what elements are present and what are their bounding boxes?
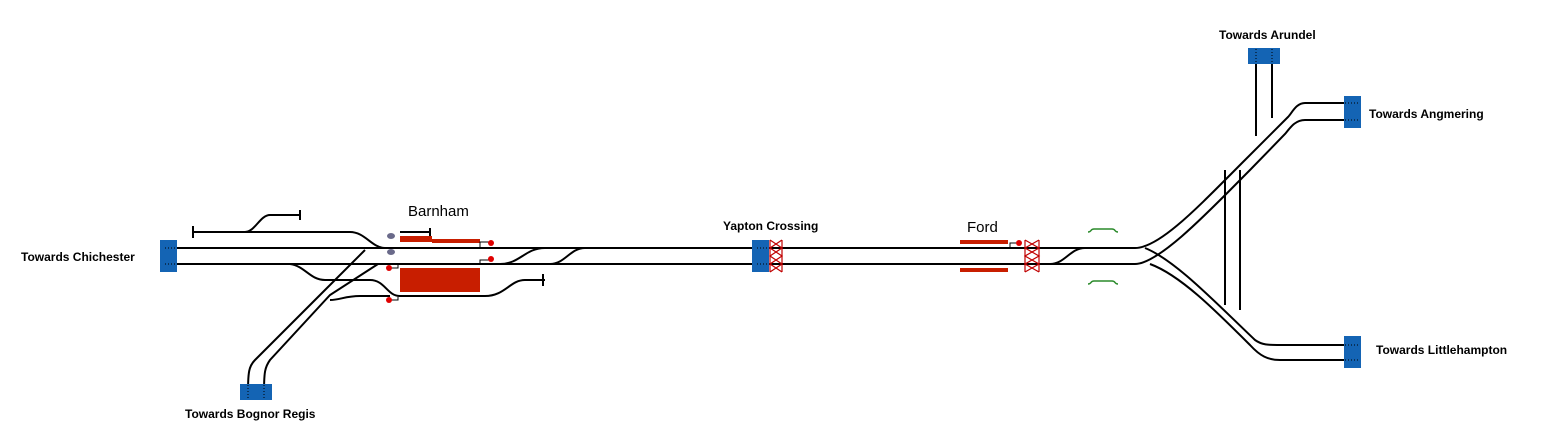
bognor-line-2 [263,263,379,393]
bognor-junction-link [289,263,545,297]
signal-barnham-west [386,265,392,271]
label-bognor: Towards Bognor Regis [185,407,316,421]
signal-ford [1016,240,1022,246]
label-ford: Ford [967,219,998,236]
label-yapton: Yapton Crossing [723,219,818,233]
label-chichester: Towards Chichester [21,250,135,264]
label-barnham: Barnham [408,203,469,220]
boundary-arundel [1248,48,1280,64]
signal-barnham-down [488,256,494,262]
signals [386,233,1022,303]
boundary-chichester [160,240,177,272]
marker-up [1087,228,1119,233]
platform-barnham-2 [432,239,480,243]
platform-ford-up [960,240,1008,244]
platform-barnham-island [400,268,480,292]
label-littlehampton: Towards Littlehampton [1376,343,1507,357]
shunt-signal-1 [387,233,395,239]
bognor-junction-link-2 [329,295,390,301]
crossover-ford [1049,247,1086,265]
siding-north [193,231,386,249]
shunt-signal-2 [387,249,395,255]
platforms [400,236,1008,292]
boundary-yapton [752,240,769,272]
crossing-ford [1023,239,1041,273]
main-line-down [165,119,1352,265]
signal-barnham-up [488,240,494,246]
main-line-up [165,102,1352,249]
label-arundel: Towards Arundel [1219,28,1316,42]
siding-upper [244,214,300,233]
crossing-yapton [768,239,784,273]
boundary-angmering [1344,96,1361,128]
tracks [165,60,1352,393]
littlehampton-line-up [1144,247,1352,346]
marker-down [1087,280,1119,285]
signal-bognor-platform [386,297,392,303]
boundary-bognor [240,384,272,400]
labels: Towards Chichester Towards Bognor Regis … [21,28,1507,421]
crossover-barnham [499,247,586,265]
level-crossings [768,239,1041,273]
boundary-dots [165,49,1360,399]
platform-ford-down [960,268,1008,272]
label-angmering: Towards Angmering [1369,107,1484,121]
boundary-littlehampton [1344,336,1361,368]
platform-barnham-1 [400,236,432,242]
markers [1087,228,1119,285]
littlehampton-line-down [1149,263,1352,361]
